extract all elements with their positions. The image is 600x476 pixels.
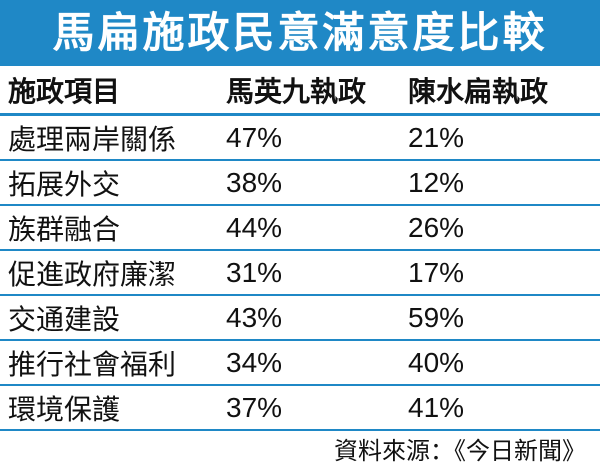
row-item-label: 拓展外交 [8,167,121,201]
row-item-label: 族群融合 [8,212,121,246]
row-ma-value: 47% [226,121,283,153]
chart-title: 馬扁施政民意滿意度比較 [52,8,548,57]
row-chen-value: 17% [408,256,465,288]
table-row: 促進政府廉潔 31% 17% [0,251,600,296]
row-ma-value: 37% [226,391,283,423]
table-row: 族群融合 44% 26% [0,206,600,251]
table-row: 處理兩岸關係 47% 21% [0,116,600,161]
column-header-item: 施政項目 [8,74,121,108]
source-note: 資料來源：《今日新聞》 [334,436,586,465]
row-chen-value: 41% [408,391,465,423]
table-row: 環境保護 37% 41% [0,386,600,431]
row-item-label: 促進政府廉潔 [8,257,177,291]
row-ma-value: 38% [226,166,283,198]
table-row: 推行社會福利 34% 40% [0,341,600,386]
comparison-table: 施政項目 馬英九執政 陳水扁執政 處理兩岸關係 47% 21% 拓展外交 38% 12% 族… [0,66,600,431]
row-ma-value: 34% [226,346,283,378]
row-item-label: 處理兩岸關係 [8,122,177,156]
row-item-label: 推行社會福利 [8,347,177,381]
row-ma-value: 44% [226,211,283,243]
row-item-label: 環境保護 [8,392,121,426]
table-body: 處理兩岸關係 47% 21% 拓展外交 38% 12% 族群融合 44% 26% 促進政府廉潔 31… [0,116,600,431]
row-item-label: 交通建設 [8,302,121,336]
table-header-row: 施政項目 馬英九執政 陳水扁執政 [0,66,600,116]
row-chen-value: 26% [408,211,465,243]
table-row: 交通建設 43% 59% [0,296,600,341]
table-row: 拓展外交 38% 12% [0,161,600,206]
row-chen-value: 40% [408,346,465,378]
column-header-ma: 馬英九執政 [226,74,367,108]
title-bar: 馬扁施政民意滿意度比較 [0,0,600,66]
row-ma-value: 43% [226,301,283,333]
row-chen-value: 59% [408,301,465,333]
row-chen-value: 21% [408,121,465,153]
column-header-chen: 陳水扁執政 [408,74,549,108]
row-chen-value: 12% [408,166,465,198]
row-ma-value: 31% [226,256,283,288]
